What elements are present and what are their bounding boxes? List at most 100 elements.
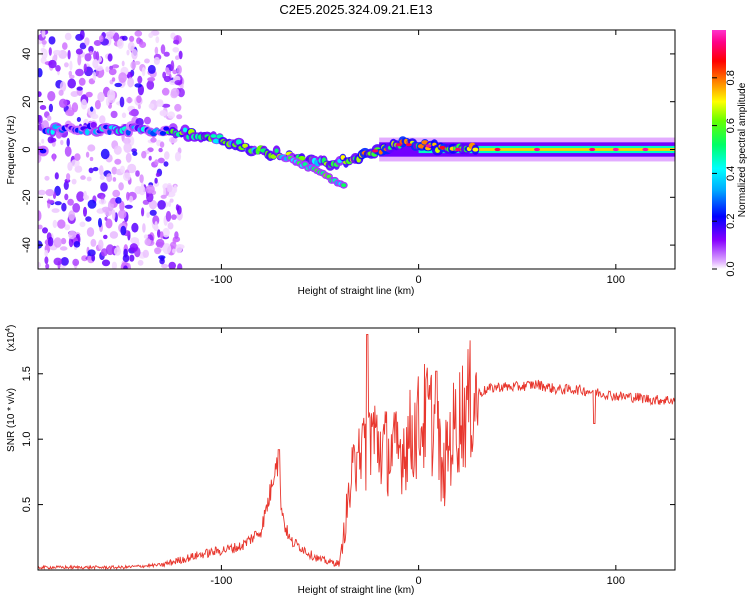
noise-blob [51, 208, 60, 213]
noise-blob [46, 199, 55, 204]
noise-blob [168, 261, 176, 269]
noise-blob [80, 175, 86, 180]
noise-blob [159, 141, 165, 148]
colorbar: 0.0 0.2 0.4 0.6 0.8 Normalized spectral ampl… [712, 30, 748, 277]
noise-blob [154, 177, 158, 184]
noise-blob [169, 198, 174, 203]
noise-blob [160, 194, 167, 199]
noise-blob [168, 201, 172, 207]
noise-blob [92, 59, 99, 69]
noise-blob [104, 216, 108, 221]
noise-blob [70, 91, 79, 97]
noise-blob [111, 166, 118, 175]
snr-panel: -100 0 100 0.5 1.0 1.5 Height of straight lin… [5, 325, 676, 596]
noise-blob [163, 51, 170, 57]
noise-blob [141, 207, 145, 217]
noise-blob [117, 38, 124, 49]
signal-hotspot [642, 147, 649, 152]
noise-blob [38, 142, 41, 147]
snr-xlabel: Height of straight line (km) [298, 585, 415, 596]
spectrogram-xtick-label: -100 [210, 274, 232, 286]
noise-blob [90, 113, 99, 120]
colorbar-tick-label: 0.0 [725, 261, 737, 276]
noise-blob [172, 47, 180, 53]
noise-blob [74, 165, 83, 173]
noise-blob [121, 35, 128, 41]
noise-blob [119, 200, 125, 212]
noise-blob [94, 100, 101, 110]
noise-blob [85, 91, 93, 98]
noise-blob [130, 61, 137, 70]
noise-blob [52, 219, 58, 229]
noise-blob [162, 227, 170, 238]
noise-blob [172, 237, 177, 245]
noise-blob [105, 97, 110, 107]
noise-blob [60, 139, 64, 146]
noise-blob [53, 257, 63, 266]
noise-blob [137, 104, 141, 110]
noise-blob [109, 231, 119, 239]
noise-blob [93, 40, 102, 46]
noise-blob [161, 263, 169, 269]
noise-blob [101, 206, 111, 213]
noise-blob [122, 254, 130, 263]
noise-blob [62, 42, 68, 50]
signal-track-point [210, 134, 217, 138]
noise-blob [111, 261, 117, 269]
noise-blob [137, 259, 144, 266]
noise-blob [108, 68, 117, 76]
noise-blob [115, 197, 122, 204]
noise-blob [38, 261, 41, 268]
noise-blob [144, 116, 151, 125]
noise-blob [112, 177, 117, 182]
branch-point [341, 183, 347, 188]
snr-xtick-label: 100 [607, 575, 625, 587]
noise-blob [139, 41, 147, 48]
spectrogram-ytick-label: 0 [21, 146, 33, 152]
noise-blob [134, 83, 142, 88]
noise-blob [123, 265, 128, 269]
signal-track-point [274, 148, 279, 153]
noise-blob [135, 170, 140, 177]
noise-blob [67, 78, 76, 89]
noise-blob [92, 167, 99, 172]
noise-blob [119, 96, 125, 108]
snr-series-line [38, 334, 675, 570]
spectrogram-xtick-label: 0 [416, 274, 422, 286]
snr-multiplier: (x104) [5, 325, 17, 352]
noise-blob [39, 105, 47, 110]
noise-blob [146, 192, 154, 203]
noise-blob [113, 145, 122, 155]
noise-blob [128, 110, 136, 116]
noise-blob [158, 147, 163, 153]
noise-blob [84, 37, 90, 46]
noise-blob [101, 259, 111, 267]
signal-hotspot [425, 144, 432, 148]
noise-blob [156, 100, 164, 107]
noise-blob [58, 89, 64, 96]
noise-blob [114, 82, 122, 88]
noise-blob [83, 206, 87, 217]
noise-blob [136, 95, 142, 104]
noise-blob [161, 87, 170, 96]
noise-blob [152, 215, 160, 226]
signal-band-core [458, 148, 675, 151]
noise-blob [120, 165, 125, 173]
noise-blob [38, 224, 43, 230]
noise-blob [111, 209, 116, 220]
noise-blob [79, 221, 86, 228]
noise-blob [71, 102, 79, 113]
noise-blob [85, 151, 90, 158]
noise-blob [99, 165, 104, 176]
noise-blob [103, 234, 108, 240]
noise-blob [41, 138, 45, 144]
noise-blob [79, 30, 85, 40]
colorbar-label: Normalized spectral amplitude [737, 82, 748, 217]
noise-blob [98, 239, 104, 250]
noise-blob [127, 163, 137, 174]
snr-multiplier-exp: 4 [5, 328, 12, 332]
signal-track-point [163, 126, 170, 131]
noise-blob [40, 47, 46, 53]
noise-blob [163, 186, 166, 197]
